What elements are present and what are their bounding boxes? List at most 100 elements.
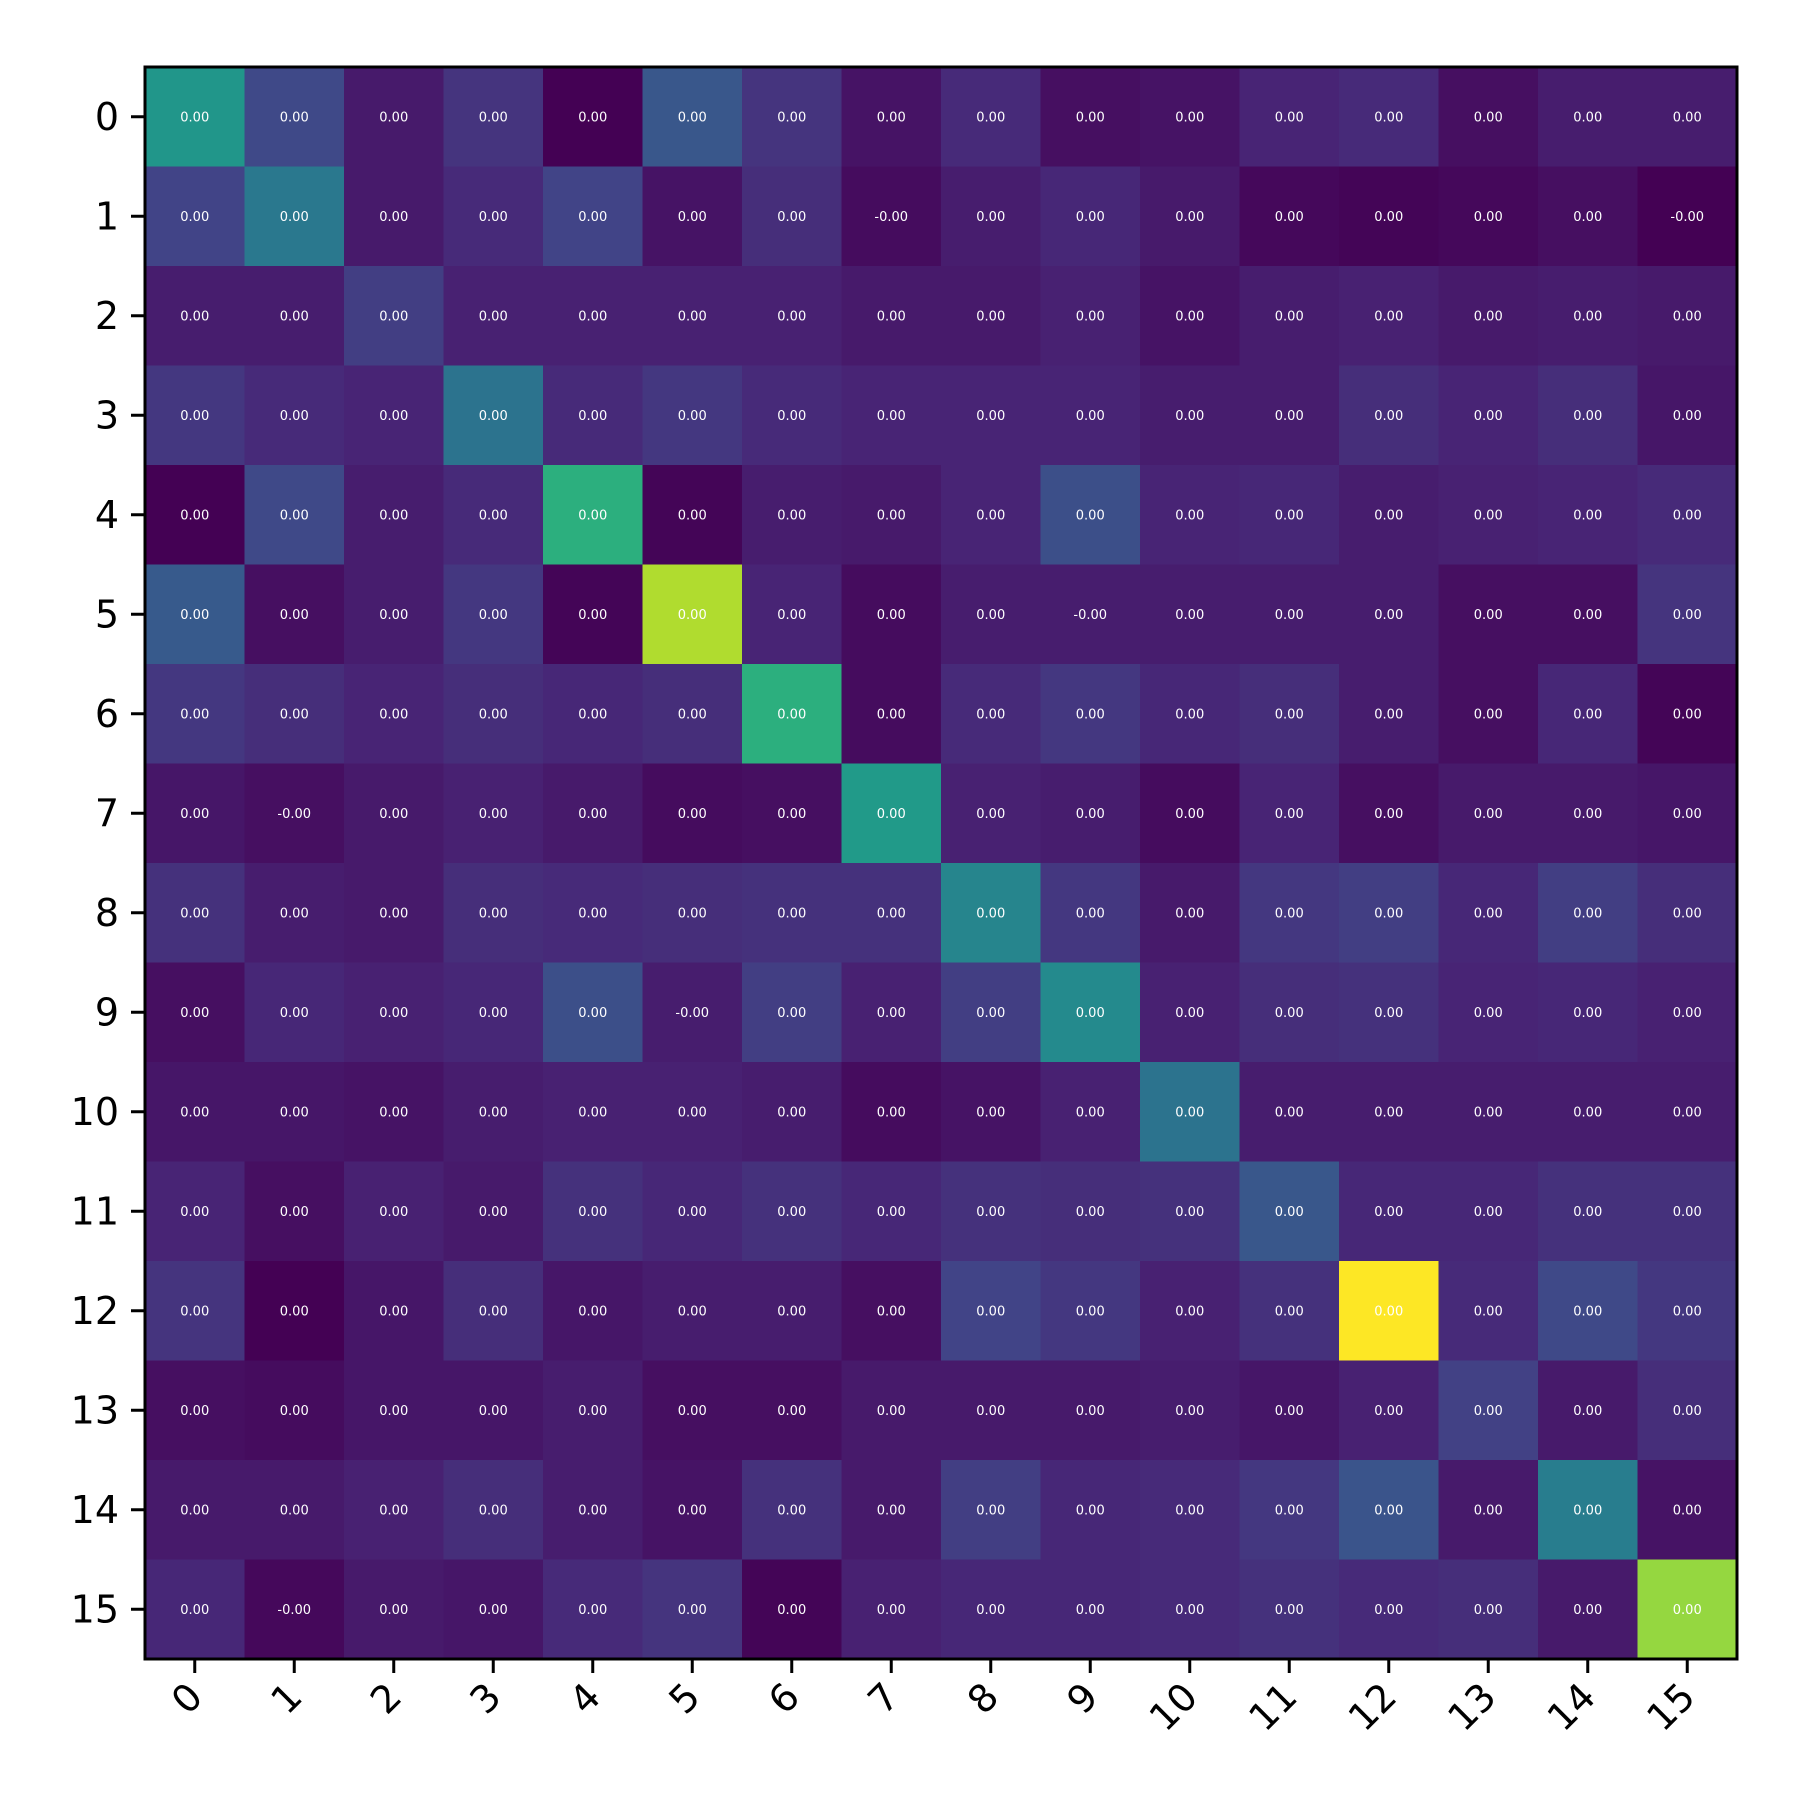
cell-value-label-3-1: 0.00 <box>280 409 309 424</box>
heatmap-cell-6-4 <box>543 664 643 764</box>
cell-value-label-6-13: 0.00 <box>1474 707 1503 722</box>
heatmap-cell-7-8 <box>941 763 1041 864</box>
cell-value-label-7-1: -0.00 <box>277 807 311 822</box>
cell-value-label-13-14: 0.00 <box>1573 1404 1602 1419</box>
cell-value-label-10-11: 0.00 <box>1275 1105 1304 1120</box>
heatmap-cell-14-0 <box>145 1460 245 1560</box>
heatmap-cell-12-8 <box>941 1261 1041 1361</box>
cell-value-label-7-11: 0.00 <box>1275 807 1304 822</box>
heatmap-cell-2-14 <box>1538 266 1638 366</box>
heatmap-cell-6-14 <box>1538 664 1638 764</box>
cell-value-label-8-5: 0.00 <box>678 906 707 921</box>
heatmap-cell-13-1 <box>244 1360 345 1461</box>
y-tick-label-10: 10 <box>71 1090 119 1134</box>
heatmap-cell-0-0 <box>145 67 245 167</box>
x-tick-label-9: 9 <box>1058 1674 1106 1722</box>
cell-value-label-12-2: 0.00 <box>379 1304 408 1319</box>
cell-value-label-9-6: 0.00 <box>777 1006 806 1021</box>
heatmap-cell-8-8 <box>941 863 1041 963</box>
heatmap-cell-14-15 <box>1637 1460 1738 1560</box>
cell-value-label-15-15: 0.00 <box>1673 1603 1702 1618</box>
heatmap-cell-7-1 <box>244 763 345 864</box>
heatmap-cell-10-8 <box>941 1062 1041 1162</box>
cell-value-label-14-5: 0.00 <box>678 1503 707 1518</box>
cell-value-label-1-3: 0.00 <box>479 210 508 225</box>
heatmap-cell-5-12 <box>1339 564 1439 665</box>
heatmap-cell-0-4 <box>543 67 643 167</box>
cell-value-label-6-14: 0.00 <box>1573 707 1602 722</box>
heatmap-cell-14-6 <box>742 1460 842 1560</box>
heatmap-cell-5-0 <box>145 564 245 665</box>
y-tick-label-6: 6 <box>95 692 119 736</box>
cell-value-label-0-14: 0.00 <box>1573 110 1602 125</box>
cell-value-label-15-1: -0.00 <box>277 1603 311 1618</box>
heatmap-cell-15-4 <box>543 1559 643 1660</box>
cell-value-label-7-12: 0.00 <box>1374 807 1403 822</box>
heatmap-cell-10-11 <box>1239 1062 1340 1162</box>
cell-value-label-4-8: 0.00 <box>976 508 1005 523</box>
cell-value-label-0-7: 0.00 <box>877 110 906 125</box>
cell-value-label-9-14: 0.00 <box>1573 1006 1602 1021</box>
heatmap-cell-7-7 <box>841 763 942 864</box>
cell-value-label-8-8: 0.00 <box>976 906 1005 921</box>
heatmap-cell-8-14 <box>1538 863 1638 963</box>
cell-value-label-0-13: 0.00 <box>1474 110 1503 125</box>
cell-value-label-15-13: 0.00 <box>1474 1603 1503 1618</box>
heatmap-cell-2-3 <box>443 266 544 366</box>
cell-value-label-10-1: 0.00 <box>280 1105 309 1120</box>
heatmap-cell-3-7 <box>841 365 942 466</box>
heatmap-cell-15-2 <box>344 1559 444 1660</box>
cell-value-label-15-9: 0.00 <box>1076 1603 1105 1618</box>
cell-value-label-6-5: 0.00 <box>678 707 707 722</box>
heatmap-cell-12-14 <box>1538 1261 1638 1361</box>
cell-value-label-6-7: 0.00 <box>877 707 906 722</box>
heatmap-cell-9-7 <box>841 962 942 1063</box>
heatmap-cell-2-9 <box>1040 266 1141 366</box>
heatmap-cell-0-8 <box>941 67 1041 167</box>
heatmap-cell-0-13 <box>1438 67 1539 167</box>
heatmap-cell-11-13 <box>1438 1161 1539 1262</box>
cell-value-label-4-6: 0.00 <box>777 508 806 523</box>
heatmap-cell-4-3 <box>443 465 544 565</box>
heatmap-cell-5-6 <box>742 564 842 665</box>
cell-value-label-10-14: 0.00 <box>1573 1105 1602 1120</box>
heatmap-cell-2-0 <box>145 266 245 366</box>
cell-value-label-1-15: -0.00 <box>1670 210 1704 225</box>
heatmap-cell-6-8 <box>941 664 1041 764</box>
heatmap-cell-13-5 <box>642 1360 743 1461</box>
heatmap-cell-5-14 <box>1538 564 1638 665</box>
cell-value-label-11-4: 0.00 <box>578 1205 607 1220</box>
cell-value-label-5-2: 0.00 <box>379 608 408 623</box>
heatmap-cell-12-4 <box>543 1261 643 1361</box>
heatmap-cell-10-9 <box>1040 1062 1141 1162</box>
cell-value-label-4-11: 0.00 <box>1275 508 1304 523</box>
heatmap-cell-6-15 <box>1637 664 1738 764</box>
heatmap-cell-9-2 <box>344 962 444 1063</box>
cell-value-label-2-4: 0.00 <box>578 309 607 324</box>
heatmap-cell-8-4 <box>543 863 643 963</box>
heatmap-cell-12-13 <box>1438 1261 1539 1361</box>
cell-value-label-6-4: 0.00 <box>578 707 607 722</box>
heatmap-cell-4-9 <box>1040 465 1141 565</box>
plot-frame <box>143 65 1739 1661</box>
cell-value-label-6-11: 0.00 <box>1275 707 1304 722</box>
heatmap-cell-3-5 <box>642 365 743 466</box>
heatmap-cell-4-0 <box>145 465 245 565</box>
x-tick-label-4: 4 <box>561 1674 609 1722</box>
heatmap-cell-13-8 <box>941 1360 1041 1461</box>
heatmap-cell-1-14 <box>1538 166 1638 267</box>
cell-value-label-0-0: 0.00 <box>180 110 209 125</box>
cell-value-label-5-5: 0.00 <box>678 608 707 623</box>
cell-value-label-7-9: 0.00 <box>1076 807 1105 822</box>
heatmap-cell-6-7 <box>841 664 942 764</box>
heatmap-cell-14-5 <box>642 1460 743 1560</box>
cell-value-label-1-9: 0.00 <box>1076 210 1105 225</box>
heatmap-cell-6-9 <box>1040 664 1141 764</box>
heatmap-cell-1-8 <box>941 166 1041 267</box>
heatmap-cell-0-7 <box>841 67 942 167</box>
cell-value-label-9-7: 0.00 <box>877 1006 906 1021</box>
cell-value-label-7-2: 0.00 <box>379 807 408 822</box>
cell-value-label-5-11: 0.00 <box>1275 608 1304 623</box>
cell-value-label-5-12: 0.00 <box>1374 608 1403 623</box>
heatmap-cell-2-11 <box>1239 266 1340 366</box>
